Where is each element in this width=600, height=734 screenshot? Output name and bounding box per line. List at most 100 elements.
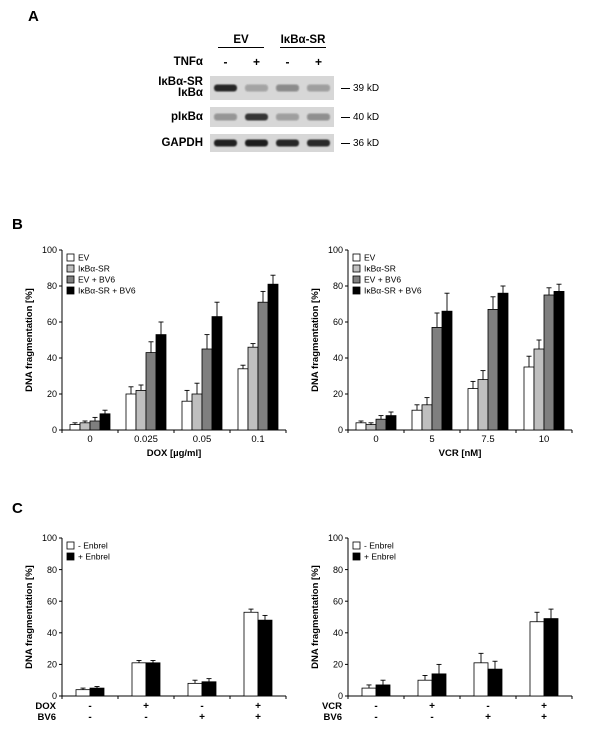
legend-swatch <box>66 541 75 550</box>
bar <box>361 687 377 697</box>
x-tick-label: 0.1 <box>251 434 264 445</box>
x-row-sign: - <box>374 712 377 723</box>
group-label-ikba-sr: IκBα-SR <box>280 34 326 48</box>
x-tick-label: 7.5 <box>481 434 494 445</box>
legend-label: EV + BV6 <box>364 275 401 285</box>
bar <box>79 422 91 431</box>
y-tick-label: 0 <box>338 691 343 701</box>
bar <box>211 316 223 431</box>
bar <box>553 291 565 431</box>
blot-row-label: GAPDH <box>161 136 203 149</box>
bar <box>247 346 259 431</box>
tnf-label: TNFα <box>173 55 203 68</box>
tnf-sign-3: - <box>285 55 290 69</box>
bar <box>533 348 545 431</box>
x-row-sign: - <box>374 701 377 712</box>
y-tick-label: 40 <box>333 628 343 638</box>
bar <box>145 352 157 431</box>
protein-band <box>214 84 237 92</box>
y-tick-label: 40 <box>47 628 57 638</box>
y-tick-label: 0 <box>52 425 57 435</box>
x-row-label: VCR <box>322 701 342 712</box>
chart-dox-enbrel: 0 20 40 60 80 100 DOX - + - + BV6- - + + DNA fragmentat… <box>22 528 290 730</box>
bar <box>187 682 203 697</box>
y-tick-label: 80 <box>333 281 343 291</box>
bar <box>421 404 433 431</box>
protein-band <box>307 84 330 92</box>
bar <box>487 309 499 431</box>
x-tick-label: 10 <box>539 434 550 445</box>
legend-swatch <box>66 275 75 284</box>
blot-row-label: IκBα-SR IκBα <box>158 76 203 99</box>
bar <box>145 662 161 697</box>
bar <box>131 662 147 697</box>
legend-label: EV <box>78 253 90 263</box>
bar <box>75 689 91 697</box>
x-tick-label: 5 <box>429 434 434 445</box>
panel-c-label: C <box>12 500 23 517</box>
y-tick-label: 40 <box>47 353 57 363</box>
y-tick-label: 60 <box>47 596 57 606</box>
legend-swatch <box>352 286 361 295</box>
legend-label: IκBα-SR <box>78 264 110 274</box>
bar <box>477 379 489 431</box>
bar <box>89 420 101 431</box>
y-tick-label: 60 <box>333 317 343 327</box>
legend-swatch <box>352 275 361 284</box>
bar <box>523 366 535 431</box>
tnf-sign-4: + <box>314 55 322 69</box>
y-axis-label: DNA fragmentation [%] <box>310 288 321 392</box>
bar <box>375 418 387 431</box>
legend-swatch <box>352 264 361 273</box>
protein-band <box>276 113 299 121</box>
y-tick-label: 100 <box>328 245 343 255</box>
tnf-sign-1: - <box>223 55 228 69</box>
y-tick-label: 0 <box>52 691 57 701</box>
protein-band <box>245 113 268 121</box>
protein-band <box>276 84 299 92</box>
x-row-label: BV6 <box>38 712 56 723</box>
panel-a-label: A <box>28 8 39 25</box>
legend-label: EV <box>364 253 376 263</box>
chart-vcr-dose-response: 0 20 40 60 80 100 0 5 7.5 10 VCR [nM] DNA fragmenta… <box>308 240 576 468</box>
bar <box>99 413 111 431</box>
x-row-label: DOX <box>35 701 56 712</box>
bar <box>543 294 555 431</box>
x-row-sign: - <box>200 701 203 712</box>
x-row-sign: + <box>429 701 435 712</box>
protein-band <box>214 139 237 147</box>
legend-swatch <box>66 264 75 273</box>
legend-swatch <box>352 552 361 561</box>
x-row-label: BV6 <box>324 712 342 723</box>
legend-swatch <box>352 253 361 262</box>
bar <box>125 393 137 431</box>
legend-label: IκBα-SR + BV6 <box>364 286 422 296</box>
blot-strip <box>210 76 334 100</box>
x-row-sign: + <box>199 712 205 723</box>
blot-band-image <box>210 107 334 127</box>
x-row-sign: - <box>486 701 489 712</box>
bar <box>155 334 167 431</box>
bar <box>243 611 259 697</box>
x-tick-label: 0 <box>87 434 92 445</box>
y-tick-label: 40 <box>333 353 343 363</box>
bar <box>201 348 213 431</box>
x-row-sign: + <box>485 712 491 723</box>
bar <box>441 310 453 431</box>
molecular-weight-label: 40 kD <box>341 112 403 123</box>
bar <box>89 687 105 697</box>
bar <box>375 684 391 697</box>
bar <box>69 424 81 431</box>
protein-band <box>214 113 237 121</box>
legend-swatch <box>66 552 75 561</box>
blot-row-label: pIκBα <box>170 110 203 123</box>
panel-b-charts: 0 20 40 60 80 100 0 0.025 0.05 0.1 DOX [µg/ml] DNA … <box>22 240 576 468</box>
x-tick-label: 0.025 <box>134 434 158 445</box>
legend-swatch <box>66 253 75 262</box>
bar <box>467 388 479 431</box>
y-axis-label: DNA fragmentation [%] <box>310 565 321 669</box>
legend-swatch <box>352 541 361 550</box>
bar <box>267 283 279 431</box>
y-tick-label: 20 <box>47 389 57 399</box>
bar <box>497 292 509 431</box>
